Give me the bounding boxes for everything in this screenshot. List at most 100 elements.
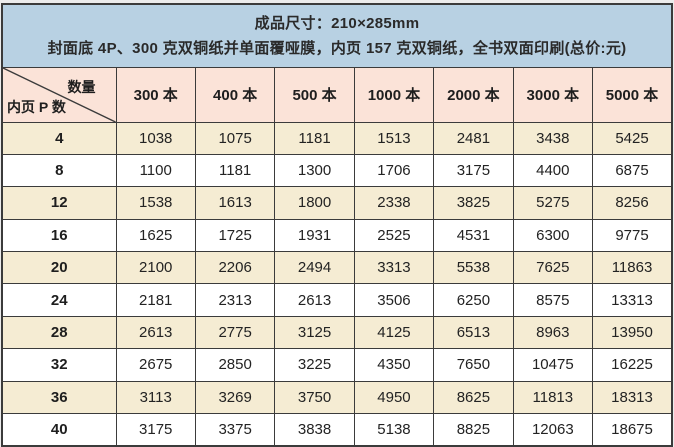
table-row: 16 1625 1725 1931 2525 4531 6300 9775 [1, 218, 673, 253]
price-cell: 3113 [115, 380, 196, 415]
price-cell: 6250 [433, 283, 514, 317]
price-table: 成品尺寸：210×285mm 封面底 4P、300 克双铜纸并单面覆哑膜，内页 … [1, 3, 673, 447]
table-banner: 成品尺寸：210×285mm 封面底 4P、300 克双铜纸并单面覆哑膜，内页 … [1, 3, 673, 68]
corner-cell: 数量 内页 P 数 [1, 66, 117, 123]
corner-label-inner-pages: 内页 P 数 [7, 98, 66, 115]
price-cell: 2525 [353, 218, 435, 253]
price-cell: 8625 [433, 380, 514, 415]
price-cell: 1931 [274, 218, 355, 253]
price-cell: 1181 [274, 121, 355, 155]
price-cell: 1800 [274, 186, 355, 220]
price-cell: 5538 [433, 251, 514, 285]
price-table-container: 成品尺寸：210×285mm 封面底 4P、300 克双铜纸并单面覆哑膜，内页 … [1, 3, 673, 447]
price-cell: 12063 [512, 413, 594, 447]
table-row: 32 2675 2850 3225 4350 7650 10475 16225 [1, 348, 673, 382]
price-cell: 4531 [433, 218, 514, 253]
price-cell: 3825 [433, 186, 514, 220]
price-cell: 18675 [592, 413, 673, 447]
price-cell: 11813 [512, 380, 594, 415]
row-header-pages: 28 [1, 315, 117, 350]
price-cell: 13950 [592, 315, 673, 350]
price-cell: 1075 [194, 121, 276, 155]
price-cell: 1613 [194, 186, 276, 220]
price-cell: 3313 [353, 251, 435, 285]
price-cell: 3175 [433, 153, 514, 188]
price-cell: 2181 [115, 283, 196, 317]
price-cell: 3375 [194, 413, 276, 447]
price-cell: 1300 [274, 153, 355, 188]
column-header-400本: 400 本 [194, 66, 276, 123]
column-header-5000本: 5000 本 [592, 66, 673, 123]
price-cell: 4400 [512, 153, 594, 188]
price-cell: 3125 [274, 315, 355, 350]
price-cell: 8575 [512, 283, 594, 317]
price-cell: 9775 [592, 218, 673, 253]
row-header-pages: 8 [1, 153, 117, 188]
price-cell: 5138 [353, 413, 435, 447]
price-cell: 4950 [353, 380, 435, 415]
price-cell: 2313 [194, 283, 276, 317]
price-cell: 2775 [194, 315, 276, 350]
price-cell: 18313 [592, 380, 673, 415]
price-cell: 4350 [353, 348, 435, 382]
table-row: 24 2181 2313 2613 3506 6250 8575 13313 [1, 283, 673, 317]
table-row: 28 2613 2775 3125 4125 6513 8963 13950 [1, 315, 673, 350]
price-cell: 1706 [353, 153, 435, 188]
price-cell: 2675 [115, 348, 196, 382]
column-header-300本: 300 本 [115, 66, 196, 123]
price-cell: 2206 [194, 251, 276, 285]
price-cell: 1538 [115, 186, 196, 220]
price-cell: 3225 [274, 348, 355, 382]
price-cell: 2481 [433, 121, 514, 155]
price-cell: 7625 [512, 251, 594, 285]
row-header-pages: 24 [1, 283, 117, 317]
price-cell: 2850 [194, 348, 276, 382]
price-cell: 8256 [592, 186, 673, 220]
price-cell: 8825 [433, 413, 514, 447]
price-cell: 6875 [592, 153, 673, 188]
price-cell: 13313 [592, 283, 673, 317]
row-header-pages: 12 [1, 186, 117, 220]
price-cell: 1100 [115, 153, 196, 188]
price-cell: 3506 [353, 283, 435, 317]
price-cell: 1181 [194, 153, 276, 188]
row-header-pages: 20 [1, 251, 117, 285]
table-row: 4 1038 1075 1181 1513 2481 3438 5425 [1, 121, 673, 155]
price-cell: 5275 [512, 186, 594, 220]
table-row: 36 3113 3269 3750 4950 8625 11813 18313 [1, 380, 673, 415]
table-row: 20 2100 2206 2494 3313 5538 7625 11863 [1, 251, 673, 285]
header-row: 数量 内页 P 数 300 本 400 本 500 本 1000 本 2000 本 300… [1, 66, 673, 123]
price-cell: 2100 [115, 251, 196, 285]
corner-label-quantity: 数量 [67, 78, 96, 95]
row-header-pages: 40 [1, 413, 117, 447]
banner-size-line: 成品尺寸：210×285mm [254, 14, 420, 32]
price-cell: 3175 [115, 413, 196, 447]
row-header-pages: 32 [1, 348, 117, 382]
diagonal-divider-line [3, 68, 116, 122]
table-row: 12 1538 1613 1800 2338 3825 5275 8256 [1, 186, 673, 220]
price-cell: 2613 [115, 315, 196, 350]
price-cell: 6300 [512, 218, 594, 253]
banner-row: 成品尺寸：210×285mm 封面底 4P、300 克双铜纸并单面覆哑膜，内页 … [1, 3, 673, 68]
price-cell: 5425 [592, 121, 673, 155]
price-cell: 2613 [274, 283, 355, 317]
price-cell: 1725 [194, 218, 276, 253]
price-cell: 8963 [512, 315, 594, 350]
price-cell: 3838 [274, 413, 355, 447]
price-cell: 6513 [433, 315, 514, 350]
column-header-1000本: 1000 本 [353, 66, 435, 123]
price-cell: 4125 [353, 315, 435, 350]
banner-spec-line: 封面底 4P、300 克双铜纸并单面覆哑膜，内页 157 克双铜纸，全书双面印刷… [47, 39, 627, 57]
price-cell: 3269 [194, 380, 276, 415]
price-cell: 11863 [592, 251, 673, 285]
price-cell: 1038 [115, 121, 196, 155]
price-cell: 3750 [274, 380, 355, 415]
column-header-2000本: 2000 本 [433, 66, 514, 123]
price-table-body: 4 1038 1075 1181 1513 2481 3438 5425 8 1100 1181 13… [1, 121, 673, 447]
price-cell: 3438 [512, 121, 594, 155]
price-cell: 2338 [353, 186, 435, 220]
table-row: 40 3175 3375 3838 5138 8825 12063 18675 [1, 413, 673, 447]
row-header-pages: 16 [1, 218, 117, 253]
column-header-500本: 500 本 [274, 66, 355, 123]
price-cell: 1625 [115, 218, 196, 253]
